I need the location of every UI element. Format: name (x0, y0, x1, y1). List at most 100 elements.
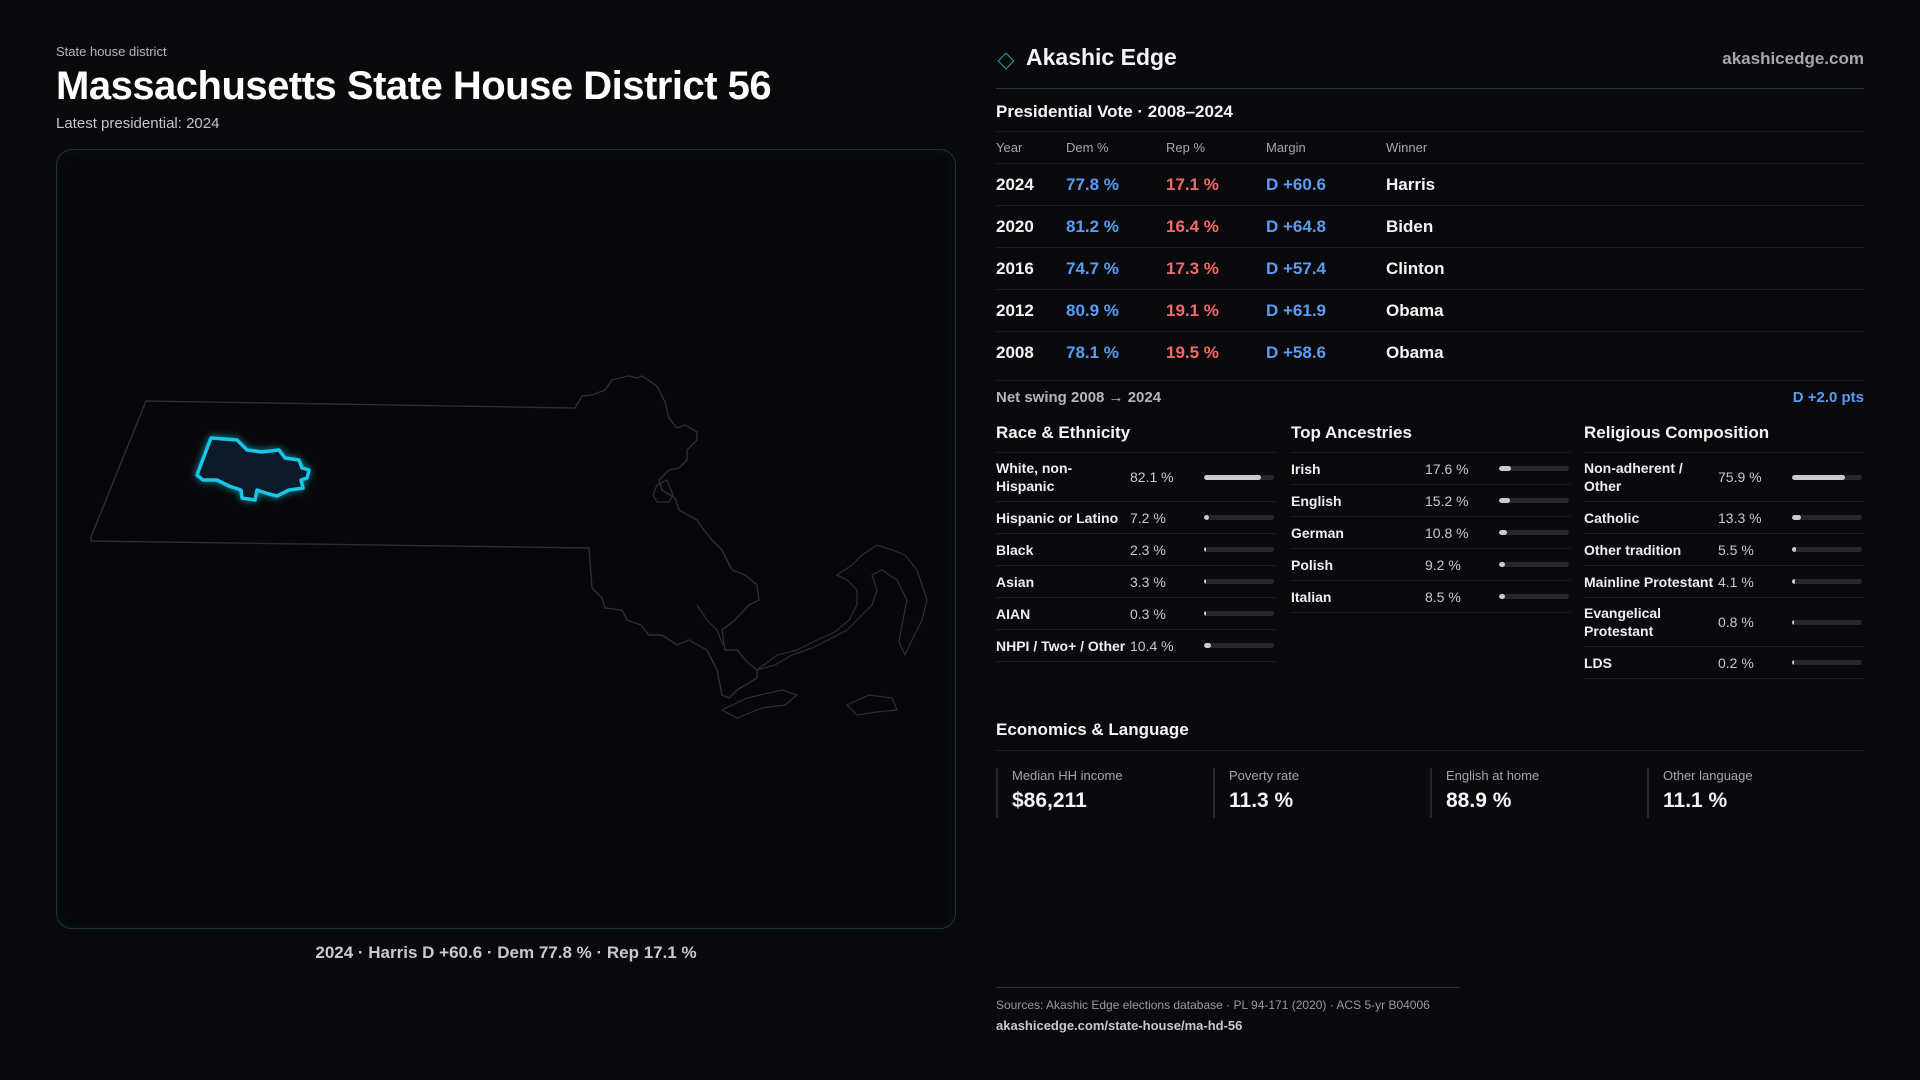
stat-bar-track (1499, 498, 1569, 503)
state-map-svg (90, 375, 928, 719)
presidential-section-title: Presidential Vote · 2008–2024 (996, 102, 1233, 121)
year-cell: 2016 (996, 258, 1034, 278)
district-56-highlight[interactable] (195, 436, 311, 502)
page-subtitle: Latest presidential: 2024 (56, 115, 220, 132)
right-panel: Akashic Edge akashicedge.com Presidentia… (996, 0, 1864, 1080)
state-outline (90, 375, 760, 699)
brand-url-link[interactable]: akashicedge.com (1722, 49, 1864, 68)
footer-url-link[interactable]: akashicedge.com/state-house/ma-hd-56 (996, 1018, 1243, 1033)
dem-cell: 80.9 % (1066, 300, 1119, 320)
year-cell: 2012 (996, 300, 1034, 320)
econ-card: Other language 11.1 % (1647, 768, 1864, 818)
margin-cell: D +58.6 (1266, 342, 1327, 362)
winner-cell: Harris (1386, 174, 1436, 194)
winner-cell: Obama (1386, 342, 1444, 362)
stat-label: Mainline Protestant (1584, 573, 1714, 590)
econ-value: 88.9 % (1446, 789, 1512, 812)
winner-cell: Obama (1386, 300, 1444, 320)
table-row: 2008 78.1 % 19.5 % D +58.6 Obama (996, 331, 1864, 373)
stat-label: Italian (1291, 588, 1332, 605)
rep-cell: 17.1 % (1166, 174, 1219, 194)
stat-bar-fill (1499, 562, 1506, 567)
stat-bar-track (1499, 466, 1569, 471)
col-header-winner: Winner (1386, 140, 1428, 155)
table-row: 2024 77.8 % 17.1 % D +60.6 Harris (996, 163, 1864, 205)
stat-row: German 10.8 % (1291, 517, 1571, 549)
cape-cod-outline (756, 544, 928, 671)
stat-row: Evangelical Protestant 0.8 % (1584, 598, 1864, 647)
ancestry-list: Irish 17.6 % English 15.2 % German 10.8 % Poli… (1291, 453, 1571, 613)
stat-bar-fill (1499, 466, 1512, 471)
stat-bar-track (1204, 611, 1274, 616)
stat-row: Other tradition 5.5 % (1584, 534, 1864, 566)
brand-name: Akashic Edge (1026, 44, 1177, 70)
stat-row: Catholic 13.3 % (1584, 502, 1864, 534)
stat-bar-fill (1792, 515, 1802, 520)
stat-value: 0.3 % (1130, 605, 1166, 622)
margin-cell: D +61.9 (1266, 300, 1327, 320)
table-row: 2020 81.2 % 16.4 % D +64.8 Biden (996, 205, 1864, 247)
stat-bar-track (1204, 515, 1274, 520)
religion-list: Non-adherent / Other 75.9 % Catholic 13.3 %… (1584, 453, 1864, 679)
stat-value: 15.2 % (1425, 492, 1469, 509)
net-swing: Net swing 2008 → 2024 D +2.0 pts (996, 389, 1864, 406)
stat-value: 82.1 % (1130, 469, 1174, 485)
col-header-margin: Margin (1266, 140, 1306, 155)
stat-label: Other tradition (1584, 541, 1682, 558)
stat-row: White, non-Hispanic 82.1 % (996, 453, 1276, 502)
stat-value: 4.1 % (1718, 573, 1754, 590)
econ-card: Poverty rate 11.3 % (1213, 768, 1430, 818)
econ-value: 11.1 % (1663, 789, 1728, 812)
brand[interactable]: Akashic Edge (996, 44, 1177, 71)
dem-cell: 74.7 % (1066, 258, 1119, 278)
econ-value: 11.3 % (1229, 789, 1294, 812)
stat-bar-track (1499, 530, 1569, 535)
margin-cell: D +57.4 (1266, 258, 1327, 278)
stat-row: AIAN 0.3 % (996, 598, 1276, 630)
stat-bar-track (1792, 474, 1862, 480)
stat-bar-fill (1204, 515, 1210, 520)
ancestry-panel: Top Ancestries Irish 17.6 % English 15.2 % G… (1291, 423, 1571, 613)
district-map[interactable] (56, 149, 956, 929)
religion-section-title: Religious Composition (1584, 423, 1864, 453)
stat-bar-fill (1792, 547, 1796, 552)
table-row: 2012 80.9 % 19.1 % D +61.9 Obama (996, 289, 1864, 331)
winner-cell: Clinton (1386, 258, 1445, 278)
economics-divider (996, 750, 1864, 751)
footer-divider (996, 987, 1460, 988)
stat-bar-fill (1204, 547, 1207, 552)
swing-value: D +2.0 pts (1792, 389, 1864, 406)
stat-value: 2.3 % (1130, 541, 1166, 558)
econ-value: $86,211 (1012, 789, 1087, 812)
race-ethnicity-panel: Race & Ethnicity White, non-Hispanic 82.1… (996, 423, 1276, 662)
swing-label: Net swing 2008 → 2024 (996, 389, 1162, 406)
stat-bar-track (1792, 619, 1862, 625)
rep-cell: 19.1 % (1166, 300, 1219, 320)
econ-card: English at home 88.9 % (1430, 768, 1647, 818)
table-divider (996, 380, 1864, 381)
margin-cell: D +64.8 (1266, 216, 1327, 236)
econ-card: Median HH income $86,211 (996, 768, 1213, 818)
header-divider (996, 88, 1864, 89)
stat-row: Italian 8.5 % (1291, 581, 1571, 613)
econ-label: English at home (1446, 768, 1540, 783)
stat-row: NHPI / Two+ / Other 10.4 % (996, 630, 1276, 662)
stat-label: Hispanic or Latino (996, 509, 1119, 526)
table-header: Year Dem % Rep % Margin Winner (996, 131, 1864, 163)
stat-bar-fill (1499, 530, 1507, 535)
stat-label: Evangelical Protestant (1584, 605, 1662, 639)
economics-grid: Median HH income $86,211 Poverty rate 11… (996, 768, 1864, 818)
stat-value: 9.2 % (1425, 556, 1461, 573)
stat-bar-fill (1792, 619, 1795, 625)
rep-cell: 19.5 % (1166, 342, 1219, 362)
race-section-title: Race & Ethnicity (996, 423, 1276, 453)
map-caption: 2024 · Harris D +60.6 · Dem 77.8 % · Rep… (315, 943, 697, 962)
stat-bar-track (1204, 643, 1274, 648)
year-cell: 2020 (996, 216, 1034, 236)
marthas-vineyard-outline (720, 689, 799, 719)
stat-bar-track (1499, 562, 1569, 567)
stat-bar-fill (1792, 660, 1795, 665)
col-header-rep: Rep % (1166, 140, 1206, 155)
stat-bar-fill (1204, 611, 1207, 616)
religion-panel: Religious Composition Non-adherent / Oth… (1584, 423, 1864, 679)
